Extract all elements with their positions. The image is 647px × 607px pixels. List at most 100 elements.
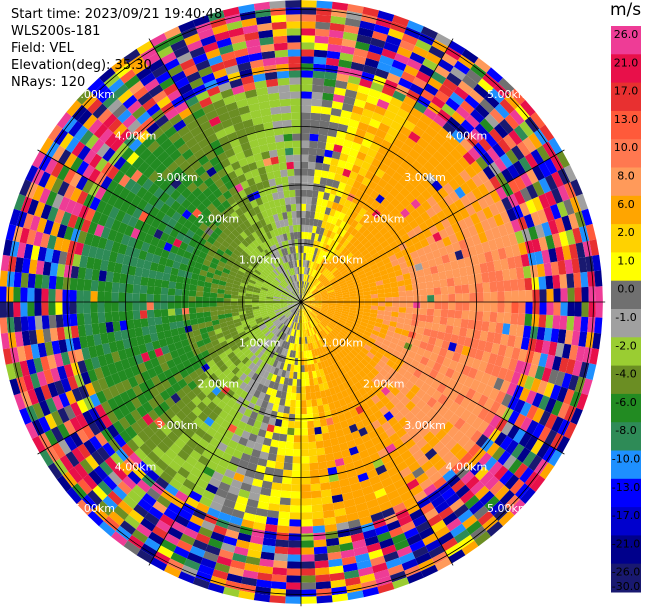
velocity-gate	[339, 152, 349, 162]
velocity-gate	[490, 249, 501, 262]
velocity-gate	[327, 309, 335, 313]
velocity-gate	[442, 386, 453, 398]
velocity-gate	[399, 466, 412, 479]
velocity-gate	[352, 276, 360, 282]
velocity-gate	[408, 443, 421, 456]
velocity-gate	[19, 179, 32, 197]
velocity-gate	[425, 51, 442, 65]
velocity-gate	[213, 226, 223, 236]
velocity-gate	[321, 278, 329, 285]
velocity-gate	[423, 107, 438, 121]
velocity-gate	[320, 390, 327, 399]
velocity-gate	[513, 255, 523, 268]
velocity-gate	[284, 455, 293, 464]
velocity-gate	[397, 280, 405, 287]
velocity-gate	[321, 99, 333, 108]
velocity-gate	[384, 287, 392, 294]
velocity-gate	[355, 552, 370, 563]
velocity-gate	[353, 98, 367, 109]
velocity-gate	[331, 347, 339, 355]
velocity-gate	[175, 182, 187, 194]
velocity-gate	[273, 468, 284, 477]
velocity-gate	[240, 279, 249, 285]
velocity-gate	[197, 137, 210, 149]
velocity-gate	[29, 215, 41, 232]
velocity-gate	[154, 316, 163, 326]
velocity-gate	[473, 83, 489, 99]
velocity-gate	[432, 280, 441, 289]
velocity-gate	[397, 339, 406, 348]
velocity-gate	[494, 200, 507, 214]
velocity-gate	[288, 342, 293, 351]
velocity-gate	[248, 332, 256, 340]
velocity-gate	[538, 193, 550, 209]
velocity-gate	[276, 330, 282, 338]
velocity-gate	[170, 403, 181, 415]
velocity-gate	[342, 304, 351, 308]
velocity-gate	[344, 335, 353, 342]
velocity-gate	[364, 298, 372, 302]
velocity-gate	[275, 289, 283, 294]
velocity-gate	[497, 367, 508, 380]
velocity-gate	[477, 407, 490, 421]
velocity-gate	[335, 297, 344, 301]
velocity-gate	[508, 358, 518, 372]
velocity-gate	[262, 362, 270, 371]
velocity-gate	[426, 396, 438, 408]
velocity-gate	[330, 157, 340, 167]
velocity-gate	[95, 200, 108, 214]
velocity-gate	[148, 421, 161, 434]
velocity-gate	[7, 255, 17, 272]
velocity-gate	[321, 319, 329, 326]
velocity-gate	[276, 275, 283, 283]
velocity-gate	[320, 291, 328, 296]
velocity-gate	[265, 298, 274, 301]
velocity-gate	[292, 307, 298, 314]
velocity-gate	[52, 395, 64, 411]
velocity-gate	[123, 48, 141, 64]
velocity-gate	[306, 292, 312, 298]
velocity-gate	[301, 414, 308, 422]
velocity-gate	[189, 77, 204, 90]
velocity-gate	[357, 327, 366, 334]
velocity-gate	[62, 302, 70, 315]
velocity-gate	[350, 482, 362, 492]
velocity-gate	[432, 441, 445, 454]
velocity-gate	[264, 279, 272, 285]
velocity-gate	[522, 451, 537, 468]
velocity-gate	[474, 243, 485, 255]
velocity-gate	[528, 226, 539, 241]
velocity-gate	[520, 337, 530, 351]
velocity-gate	[105, 271, 114, 283]
velocity-gate	[440, 375, 452, 387]
velocity-gate	[338, 351, 346, 359]
velocity-gate	[249, 354, 257, 362]
velocity-gate	[175, 410, 187, 422]
velocity-gate	[381, 544, 397, 556]
velocity-gate	[159, 513, 175, 527]
velocity-gate	[502, 454, 517, 470]
velocity-gate	[142, 425, 155, 439]
velocity-gate	[380, 208, 391, 218]
velocity-gate	[284, 310, 291, 317]
velocity-gate	[420, 442, 433, 455]
velocity-gate	[50, 177, 64, 194]
velocity-gate	[365, 256, 374, 264]
velocity-gate	[44, 174, 58, 191]
velocity-gate	[132, 310, 141, 320]
velocity-gate	[272, 475, 283, 484]
velocity-gate	[489, 400, 502, 415]
velocity-gate	[293, 315, 297, 322]
velocity-gate	[57, 149, 72, 166]
velocity-gate	[315, 581, 332, 590]
velocity-gate	[153, 309, 162, 318]
velocity-gate	[194, 261, 203, 270]
velocity-gate	[190, 160, 202, 172]
velocity-gate	[20, 316, 29, 332]
velocity-gate	[273, 553, 288, 562]
velocity-gate	[495, 186, 508, 200]
velocity-gate	[325, 284, 333, 290]
velocity-gate	[542, 141, 557, 159]
velocity-gate	[392, 14, 410, 27]
velocity-gate	[320, 266, 326, 274]
